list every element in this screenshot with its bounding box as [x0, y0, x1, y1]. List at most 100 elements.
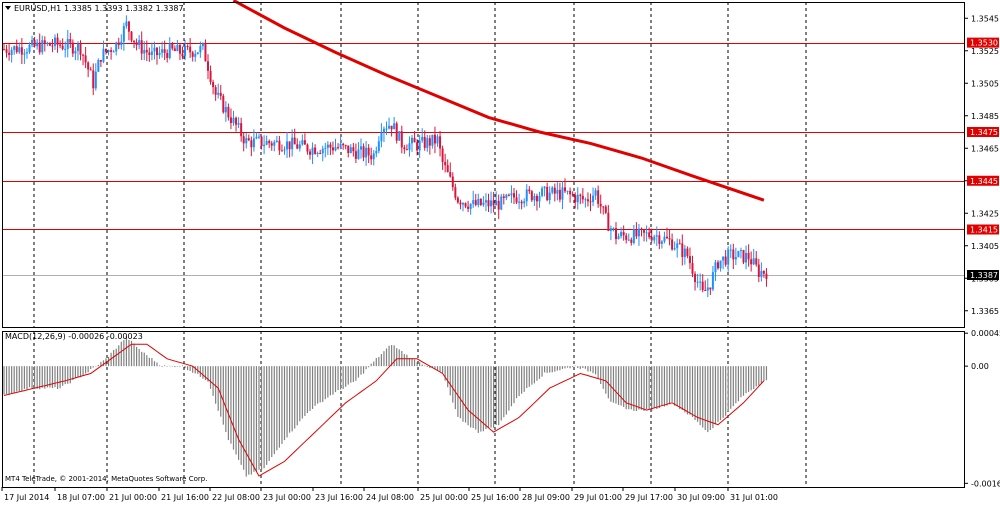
chevron-down-icon[interactable]	[5, 6, 11, 10]
macd-bar-49	[128, 339, 130, 367]
candle-220	[564, 178, 566, 193]
candle-175	[449, 162, 452, 178]
macd-bar-51	[133, 343, 135, 367]
price-tick-label-0: 1.3545	[971, 14, 999, 23]
candle-243	[622, 225, 625, 241]
level-label-1: 1.3475	[967, 127, 999, 137]
macd-bar-215	[551, 366, 553, 373]
candle-145	[372, 150, 375, 166]
macd-bar-247	[633, 366, 635, 411]
macd-bar-207	[531, 366, 533, 385]
candle-179	[459, 199, 462, 210]
candle-101	[260, 136, 263, 150]
macd-bar-282	[722, 366, 724, 418]
macd-bar-228	[584, 366, 586, 369]
panel-frames	[2, 2, 965, 488]
macd-bar-205	[526, 366, 528, 389]
candle-298	[762, 270, 765, 278]
macd-bar-253	[648, 366, 650, 410]
candle-124	[319, 149, 322, 155]
macd-bar-127	[327, 366, 329, 398]
macd-bar-59	[153, 361, 156, 367]
candle-127	[326, 141, 329, 156]
macd-bar-64	[166, 365, 168, 367]
candle-10	[28, 42, 31, 54]
candle-213	[546, 182, 549, 202]
macd-bar-146	[375, 357, 377, 367]
candle-167	[428, 135, 431, 155]
candle-15	[41, 35, 44, 55]
candle-109	[280, 144, 283, 152]
candle-226	[579, 193, 582, 205]
candle-3	[10, 47, 13, 63]
macd-bar-298	[763, 366, 765, 381]
candle-92	[237, 117, 240, 128]
macd-bar-245	[628, 366, 630, 410]
macd-bar-6	[18, 366, 20, 392]
candle-270	[691, 255, 694, 278]
candle-82	[212, 79, 215, 95]
candle-174	[446, 159, 449, 173]
svg-text:1.3475: 1.3475	[970, 128, 998, 137]
candle-18	[48, 42, 51, 47]
candle-28	[74, 47, 77, 61]
macd-bar-248	[635, 366, 637, 412]
candle-122	[314, 144, 317, 155]
macd-bar-141	[362, 366, 365, 374]
candle-176	[451, 172, 454, 191]
candle-54	[140, 31, 143, 61]
macd-bar-181	[464, 366, 467, 423]
macd-bar-169	[434, 366, 436, 370]
candle-72	[186, 44, 189, 51]
candle-36	[94, 63, 97, 91]
candle-294	[752, 248, 755, 266]
macd-bar-60	[156, 362, 158, 367]
candle-182	[467, 200, 470, 213]
macd-bar-226	[579, 366, 581, 369]
candle-43	[112, 49, 115, 53]
macd-bar-66	[171, 365, 173, 367]
time-tick-label-4: 22 Jul 08:00	[212, 493, 260, 502]
candle-262	[671, 233, 674, 251]
macd-bar-78	[202, 366, 204, 379]
macd-tick-label-1: 0.00	[971, 362, 989, 371]
macd-bar-160	[411, 358, 413, 367]
macd-bar-133	[342, 366, 344, 389]
candle-19	[51, 38, 54, 53]
macd-bar-161	[413, 359, 416, 367]
time-tick-label-1: 18 Jul 07:00	[57, 493, 105, 502]
macd-bar-114	[294, 366, 296, 429]
macd-bar-10	[28, 366, 31, 388]
macd-bar-200	[513, 366, 515, 404]
candle-66	[171, 41, 174, 51]
macd-bar-184	[472, 366, 474, 428]
macd-bar-196	[503, 366, 505, 418]
candle-162	[416, 139, 419, 156]
candle-244	[625, 232, 628, 244]
macd-bar-5	[16, 366, 18, 392]
macd-bar-50	[130, 340, 133, 367]
macd-bar-243	[623, 366, 625, 407]
candle-135	[347, 145, 350, 158]
macd-bar-110	[283, 366, 286, 441]
candle-187	[479, 198, 482, 207]
candle-246	[630, 237, 633, 246]
candle-58	[150, 42, 153, 61]
candle-8	[23, 49, 26, 64]
macd-bar-174	[447, 366, 449, 388]
macd-bar-131	[337, 366, 339, 391]
candle-204	[523, 198, 526, 208]
macd-bar-193	[495, 366, 497, 425]
macd-tick-label-0: 0.00045	[971, 329, 1000, 338]
candle-278	[711, 265, 714, 292]
macd-bar-92	[238, 366, 240, 460]
candle-97	[250, 136, 253, 157]
macd-bar-218	[559, 366, 561, 371]
candle-14	[38, 33, 41, 55]
candle-69	[178, 43, 181, 61]
candle-91	[235, 116, 238, 132]
candle-279	[714, 259, 717, 281]
macd-bar-20	[54, 366, 56, 388]
candle-93	[240, 117, 243, 142]
candle-89	[229, 108, 232, 130]
